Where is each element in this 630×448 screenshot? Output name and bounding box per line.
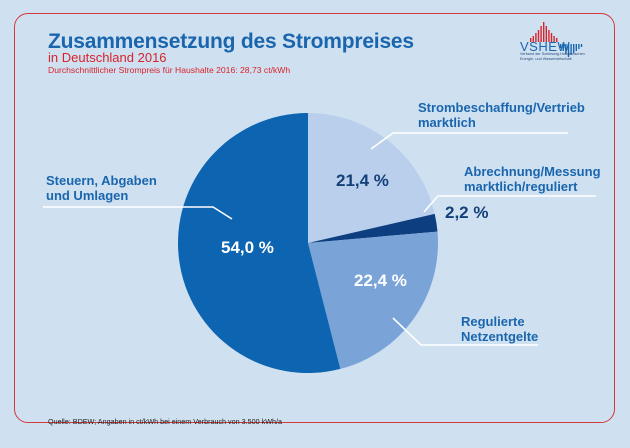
logo-bar-blue	[578, 44, 580, 49]
logo-bar-red	[532, 36, 534, 42]
logo-bar-blue	[562, 44, 564, 51]
slice-label-netzentgelte-line2: Netzentgelte	[461, 329, 538, 344]
logo-bar-blue	[570, 44, 572, 55]
logo-bar-red	[550, 33, 553, 42]
leader-line-netzentgelte	[392, 317, 538, 346]
source-note: Quelle: BDEW; Angaben in ct/kWh bei eine…	[48, 417, 282, 426]
leader-line-strombeschaffung	[370, 132, 568, 150]
logo-tagline: Verband der Schleswig-Holsteinischen Ene…	[520, 52, 630, 62]
logo-bar-red	[540, 26, 542, 42]
slice-label-steuern-line1: Steuern, Abgaben	[46, 173, 157, 188]
logo-bar-blue	[573, 44, 575, 53]
slice-label-steuern-line2: und Umlagen	[46, 188, 128, 203]
slice-value-steuern: 54,0 %	[221, 238, 274, 257]
logo-bar-red	[535, 33, 537, 42]
logo-bar-red	[530, 38, 532, 42]
chart-frame	[14, 13, 615, 423]
pie-slice-strombeschaffung	[308, 113, 435, 243]
slice-label-strombeschaffung-line1: Strombeschaffung/Vertrieb	[418, 100, 585, 115]
slice-label-abrechnung-line1: Abrechnung/Messung	[464, 164, 601, 179]
logo-bar-blue	[575, 44, 577, 51]
logo-bar-blue	[560, 44, 562, 48]
leader-line-abrechnung	[423, 195, 596, 213]
logo-bar-blue	[580, 44, 583, 47]
leader-line-steuern	[43, 206, 233, 220]
slice-label-netzentgelte-line1: Regulierte	[461, 314, 525, 329]
logo-bar-red	[548, 30, 550, 42]
average-price-note: Durchschnittlicher Strompreis für Hausha…	[48, 65, 291, 75]
pie-slice-netzentgelte	[308, 231, 438, 369]
pie-slice-steuern	[177, 113, 341, 374]
logo-bar-blue	[565, 44, 567, 54]
slice-label-abrechnung-line2: marktlich/reguliert	[464, 179, 578, 194]
logo-bar-red	[553, 36, 555, 42]
chart-subtitle: in Deutschland 2016	[48, 50, 167, 65]
vshew-logo-wave-icon	[530, 22, 583, 57]
slice-value-abrechnung: 2,2 %	[445, 203, 488, 222]
logo-bar-red	[545, 26, 547, 42]
logo-tagline-line1: Verband der Schleswig-Holsteinischen	[520, 52, 585, 56]
logo-tagline-line2: Energie- und Wasserwirtschaft	[520, 57, 572, 61]
logo-bar-blue	[567, 44, 570, 57]
slice-label-strombeschaffung-line2: marktlich	[418, 115, 476, 130]
logo-bar-red	[537, 30, 540, 42]
slice-value-netzentgelte: 22,4 %	[354, 271, 407, 290]
slice-value-strombeschaffung: 21,4 %	[336, 171, 389, 190]
chart-title: Zusammensetzung des Strompreises	[48, 30, 414, 53]
logo-bar-red	[543, 22, 545, 42]
pie-slice-abrechnung	[308, 213, 438, 243]
logo-name: VSHEW	[520, 39, 571, 54]
logo-bar-red	[556, 38, 558, 42]
